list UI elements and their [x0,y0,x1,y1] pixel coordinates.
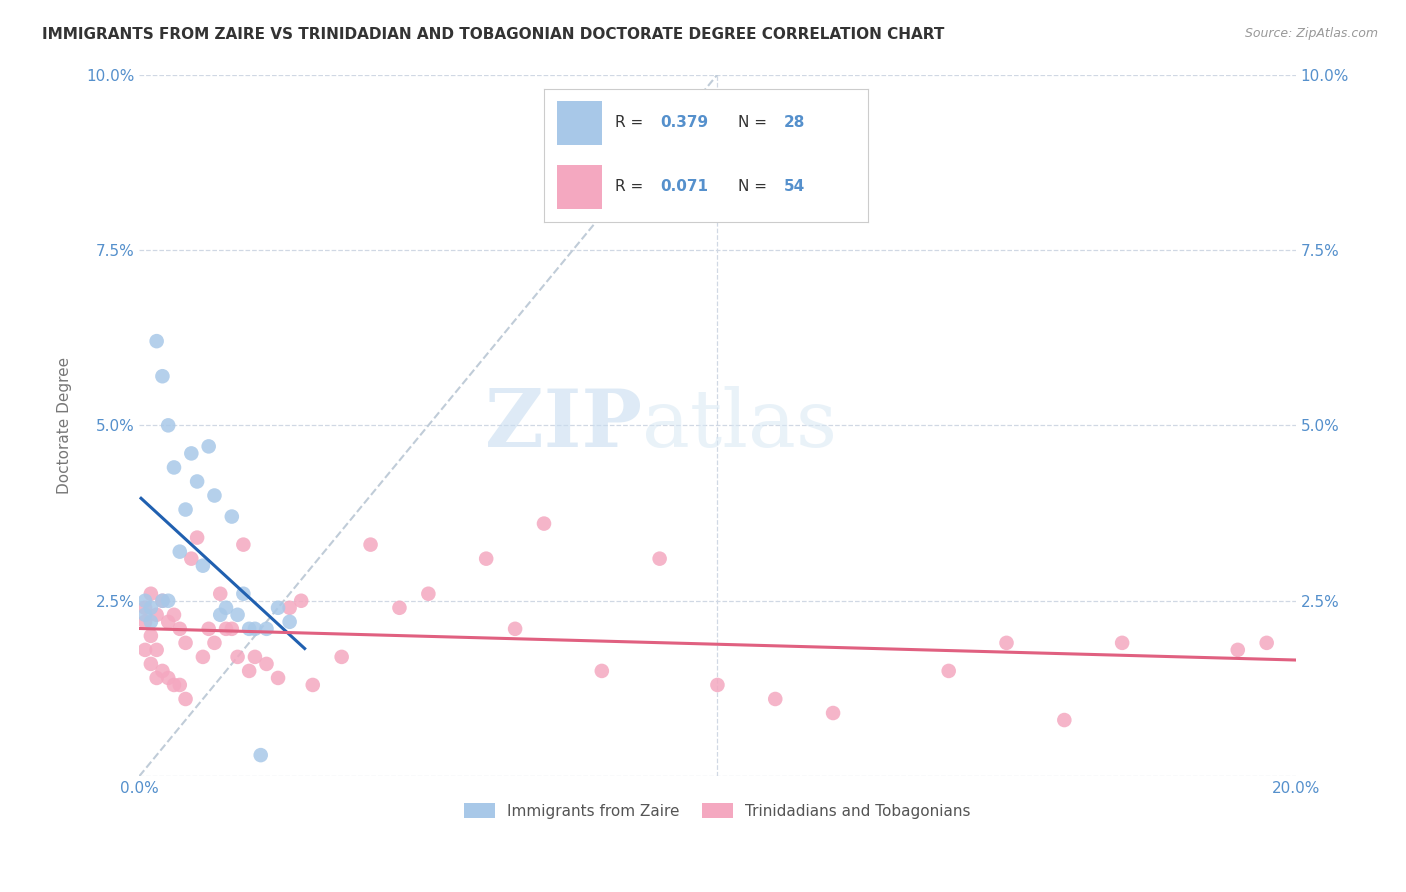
Point [157,615,180,629]
Point [226,649,249,664]
Point [256,622,278,636]
Point [209,607,232,622]
Point [209,587,232,601]
Point [232,587,254,601]
Point [706,678,728,692]
Point [267,671,290,685]
Point [180,446,202,460]
Point [157,593,180,607]
Point [169,678,191,692]
Point [204,636,226,650]
Point [243,649,266,664]
Point [823,706,845,720]
Point [139,600,162,615]
Point [186,531,208,545]
Point [290,593,312,607]
Point [388,600,411,615]
Point [1256,636,1278,650]
Point [157,671,180,685]
Point [249,748,271,763]
Point [591,664,613,678]
Text: atlas: atlas [643,386,838,465]
Point [174,502,197,516]
Point [1226,643,1249,657]
Point [139,657,162,671]
Point [134,615,156,629]
Point [139,587,162,601]
Point [215,600,238,615]
Legend: Immigrants from Zaire, Trinidadians and Tobagonians: Immigrants from Zaire, Trinidadians and … [458,797,977,825]
Point [301,678,323,692]
Point [278,600,301,615]
Point [139,615,162,629]
Point [145,334,167,348]
Point [145,607,167,622]
Point [169,544,191,558]
Point [145,671,167,685]
Point [267,600,290,615]
Point [418,587,440,601]
Point [533,516,555,531]
Point [256,657,278,671]
Point [191,558,214,573]
Point [238,622,260,636]
Point [995,636,1018,650]
Point [278,615,301,629]
Point [648,551,671,566]
Point [191,649,214,664]
Point [938,664,960,678]
Point [763,692,786,706]
Point [169,622,191,636]
Point [226,607,249,622]
Text: IMMIGRANTS FROM ZAIRE VS TRINIDADIAN AND TOBAGONIAN DOCTORATE DEGREE CORRELATION: IMMIGRANTS FROM ZAIRE VS TRINIDADIAN AND… [42,27,945,42]
Point [186,475,208,489]
Point [330,649,353,664]
Point [134,607,156,622]
Point [163,607,186,622]
Point [174,636,197,650]
Point [1053,713,1076,727]
Point [139,629,162,643]
Point [134,600,156,615]
Point [215,622,238,636]
Point [163,678,186,692]
Point [221,622,243,636]
Y-axis label: Doctorate Degree: Doctorate Degree [58,357,72,494]
Point [152,593,174,607]
Point [1111,636,1133,650]
Point [475,551,498,566]
Point [163,460,186,475]
Point [197,439,219,453]
Point [243,622,266,636]
Point [360,538,382,552]
Text: Source: ZipAtlas.com: Source: ZipAtlas.com [1244,27,1378,40]
Point [157,418,180,433]
Point [134,593,156,607]
Point [145,643,167,657]
Point [152,369,174,384]
Point [221,509,243,524]
Point [180,551,202,566]
Point [204,489,226,503]
Point [197,622,219,636]
Point [174,692,197,706]
Point [503,622,526,636]
Point [152,664,174,678]
Point [134,643,156,657]
Text: ZIP: ZIP [485,386,643,465]
Point [238,664,260,678]
Point [232,538,254,552]
Point [152,593,174,607]
